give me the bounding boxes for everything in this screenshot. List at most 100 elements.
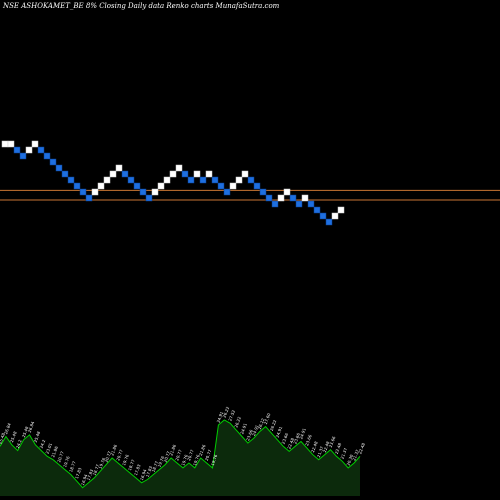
- renko-brick-down: [61, 170, 69, 178]
- renko-brick-up: [97, 182, 105, 190]
- volume-label: 25.48: [21, 425, 30, 438]
- renko-brick-up: [331, 212, 339, 220]
- volume-label: 22.48: [310, 440, 319, 453]
- volume-label: 20.77: [186, 448, 195, 461]
- volume-label: 26.84: [27, 420, 36, 433]
- volume-label: 17.83: [74, 467, 83, 480]
- volume-label: 19.76: [192, 453, 201, 466]
- volume-label: 21.86: [109, 443, 118, 456]
- volume-label: 17.83: [133, 463, 142, 476]
- renko-brick-up: [25, 146, 33, 154]
- volume-label: 21.37: [316, 445, 325, 458]
- volume-panel: 25.4826.8425.4824.225.4826.8425.4824.223…: [0, 405, 366, 496]
- renko-brick-down: [295, 200, 303, 208]
- volume-label: 23.66: [304, 434, 313, 447]
- volume-label: 26.22: [257, 417, 266, 430]
- volume-label: 20.77: [174, 448, 183, 461]
- volume-label: 17.83: [145, 465, 154, 478]
- volume-label: 20.77: [115, 448, 124, 461]
- volume-label: 22.48: [322, 440, 331, 453]
- volume-label: 23.66: [245, 429, 254, 442]
- renko-brick-down: [55, 164, 63, 172]
- renko-brick-up: [157, 182, 165, 190]
- volume-label: 27.60: [263, 412, 272, 425]
- renko-brick-down: [223, 188, 231, 196]
- renko-brick-down: [307, 200, 315, 208]
- renko-brick-up: [91, 188, 99, 196]
- volume-label: 24.2: [39, 438, 47, 449]
- renko-brick-up: [151, 188, 159, 196]
- renko-brick-down: [319, 212, 327, 220]
- volume-label: 21.86: [50, 445, 59, 458]
- volume-label: 26.84: [3, 422, 12, 435]
- renko-brick-down: [211, 176, 219, 184]
- renko-brick-up: [169, 170, 177, 178]
- renko-brick-down: [37, 146, 45, 154]
- volume-label: 20.77: [162, 450, 171, 463]
- renko-brick-down: [79, 188, 87, 196]
- volume-label: 19.76: [121, 453, 130, 466]
- volume-label: 25.48: [9, 430, 18, 443]
- volume-label: 16.94: [139, 468, 148, 481]
- volume-label: 20.77: [103, 450, 112, 463]
- renko-brick-down: [271, 200, 279, 208]
- renko-brick-up: [175, 164, 183, 172]
- volume-label: 24.91: [239, 422, 248, 435]
- volume-label: 18.77: [68, 460, 77, 473]
- renko-brick-up: [283, 188, 291, 196]
- renko-brick-up: [229, 182, 237, 190]
- renko-brick-up: [241, 170, 249, 178]
- volume-area: [0, 420, 360, 496]
- volume-label: 23.66: [292, 432, 301, 445]
- volume-label: 26.22: [269, 419, 278, 432]
- renko-brick-down: [13, 146, 21, 154]
- renko-brick-up: [109, 170, 117, 178]
- renko-brick-up: [1, 140, 9, 148]
- volume-label: 23.66: [328, 435, 337, 448]
- renko-brick-up: [103, 176, 111, 184]
- volume-label: 27.52: [227, 409, 236, 422]
- volume-label: 24.91: [251, 424, 260, 437]
- volume-label: 26.22: [233, 415, 242, 428]
- renko-brick-up: [277, 194, 285, 202]
- renko-brick-down: [139, 188, 147, 196]
- renko-brick-up: [337, 206, 345, 214]
- renko-brick-down: [67, 176, 75, 184]
- volume-label: 19.76: [157, 455, 166, 468]
- volume-label: 18.77: [92, 463, 101, 476]
- renko-brick-down: [133, 182, 141, 190]
- volume-label: 22.48: [286, 437, 295, 450]
- volume-label: 23.66: [281, 432, 290, 445]
- renko-brick-down: [265, 194, 273, 202]
- renko-brick-down: [43, 152, 51, 160]
- volume-label: 21.86: [198, 443, 207, 456]
- renko-brick-down: [217, 182, 225, 190]
- volume-label: 20.30: [345, 453, 354, 466]
- volume-label: 24.91: [275, 425, 284, 438]
- renko-brick-down: [127, 176, 135, 184]
- volume-label: 17.83: [86, 468, 95, 481]
- volume-label: 24.91: [216, 410, 225, 423]
- renko-brick-down: [121, 170, 129, 178]
- renko-brick-up: [115, 164, 123, 172]
- volume-label: 21.86: [168, 443, 177, 456]
- volume-label: 25.48: [33, 430, 42, 443]
- renko-brick-down: [247, 176, 255, 184]
- volume-label: 19.76: [180, 453, 189, 466]
- renko-brick-down: [253, 182, 261, 190]
- volume-label: 25.48: [0, 432, 6, 445]
- volume-label: 22.48: [357, 442, 366, 455]
- volume-label: 20.77: [56, 450, 65, 463]
- renko-brick-up: [163, 176, 171, 184]
- volume-label: 23.01: [44, 442, 53, 455]
- renko-brick-down: [313, 206, 321, 214]
- renko-brick-up: [193, 170, 201, 178]
- renko-brick-down: [145, 194, 153, 202]
- renko-bricks: [1, 140, 345, 226]
- renko-brick-up: [31, 140, 39, 148]
- volume-label: 20.77: [204, 448, 213, 461]
- volume-line: [0, 419, 361, 489]
- renko-brick-down: [325, 218, 333, 226]
- reference-lines: [0, 189, 500, 201]
